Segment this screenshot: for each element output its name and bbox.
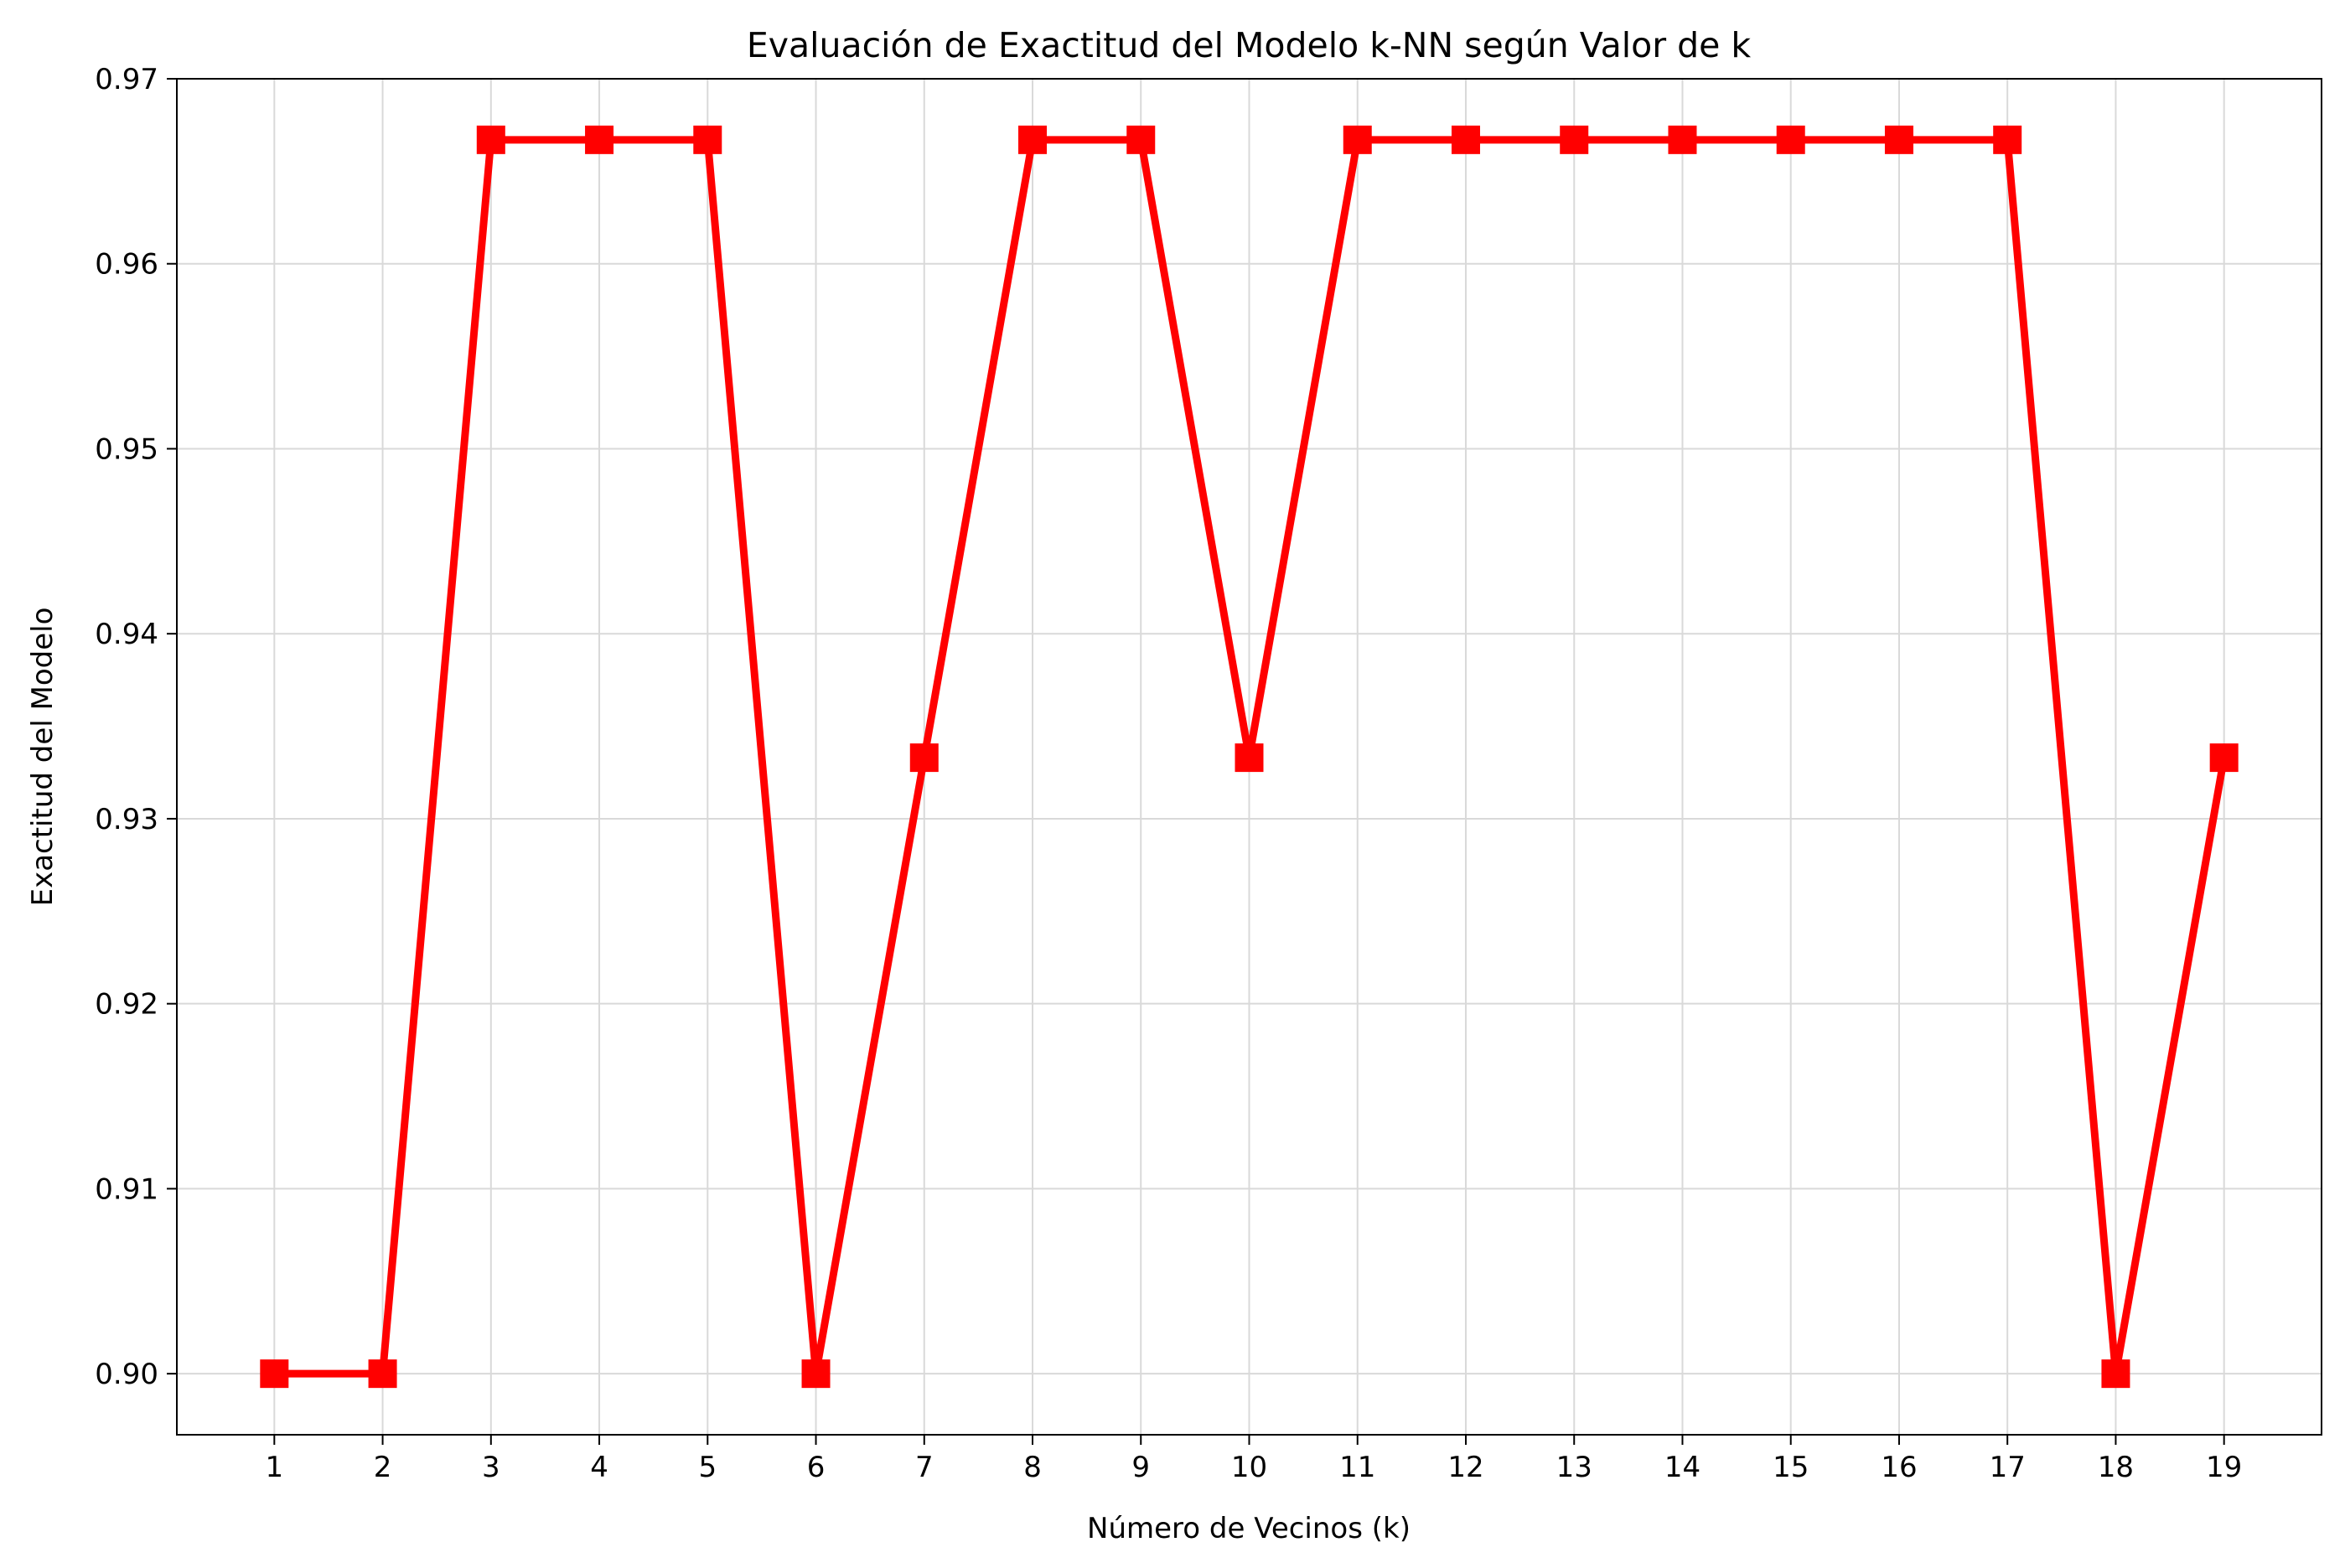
y-tick-label: 0.96 [95, 248, 158, 282]
y-tick-label: 0.93 [95, 803, 158, 836]
data-point-marker [585, 125, 614, 154]
y-axis-title: Exactitud del Modelo [26, 608, 60, 907]
data-point-marker [1668, 125, 1697, 154]
series-marker-layer [260, 125, 2239, 1389]
data-point-marker [1560, 125, 1589, 154]
data-point-marker [909, 743, 939, 773]
data-point-marker [260, 1359, 289, 1389]
x-tick-label: 16 [1881, 1451, 1917, 1484]
y-tick-label: 0.91 [95, 1172, 158, 1206]
x-tick-label: 5 [698, 1451, 717, 1484]
x-tick-label: 11 [1339, 1451, 1375, 1484]
data-point-marker [801, 1359, 831, 1389]
x-tick-label: 18 [2098, 1451, 2134, 1484]
data-point-marker [1776, 125, 1805, 154]
x-tick-label: 15 [1773, 1451, 1809, 1484]
x-tick-label: 2 [374, 1451, 392, 1484]
x-tick-label: 8 [1023, 1451, 1042, 1484]
x-tick-label: 13 [1556, 1451, 1592, 1484]
data-point-marker [1884, 125, 1913, 154]
y-axis-ticks: 0.90 0.91 0.92 0.93 0.94 0.95 0.96 0.97 [95, 63, 177, 1391]
data-point-marker [1993, 125, 2022, 154]
x-tick-label: 10 [1231, 1451, 1267, 1484]
x-tick-label: 1 [265, 1451, 283, 1484]
y-tick-label: 0.97 [95, 63, 158, 96]
y-tick-label: 0.95 [95, 432, 158, 466]
data-point-marker [476, 125, 505, 154]
data-point-marker [2209, 743, 2239, 773]
y-tick-label: 0.90 [95, 1358, 158, 1391]
data-point-marker [693, 125, 722, 154]
grid-lines [177, 78, 2322, 1435]
data-point-marker [1343, 125, 1372, 154]
x-tick-label: 4 [590, 1451, 608, 1484]
x-tick-label: 3 [482, 1451, 500, 1484]
y-tick-label: 0.92 [95, 988, 158, 1022]
data-point-marker [2101, 1359, 2130, 1389]
data-point-marker [1018, 125, 1048, 154]
x-tick-label: 12 [1447, 1451, 1483, 1484]
y-tick-label: 0.94 [95, 618, 158, 651]
data-point-marker [1126, 125, 1156, 154]
x-tick-label: 17 [1990, 1451, 2026, 1484]
chart-title: Evaluación de Exactitud del Modelo k-NN … [747, 25, 1752, 65]
data-point-marker [1451, 125, 1480, 154]
x-axis-ticks: 1 2 3 4 5 6 7 8 9 10 11 12 13 14 15 16 17 18 19 [265, 1435, 2242, 1484]
x-tick-label: 9 [1131, 1451, 1150, 1484]
data-point-marker [1235, 743, 1264, 773]
x-tick-label: 19 [2206, 1451, 2242, 1484]
x-tick-label: 14 [1664, 1451, 1701, 1484]
x-axis-title: Número de Vecinos (k) [1087, 1512, 1411, 1545]
data-point-marker [368, 1359, 397, 1389]
x-tick-label: 7 [915, 1451, 934, 1484]
x-tick-label: 6 [807, 1451, 826, 1484]
